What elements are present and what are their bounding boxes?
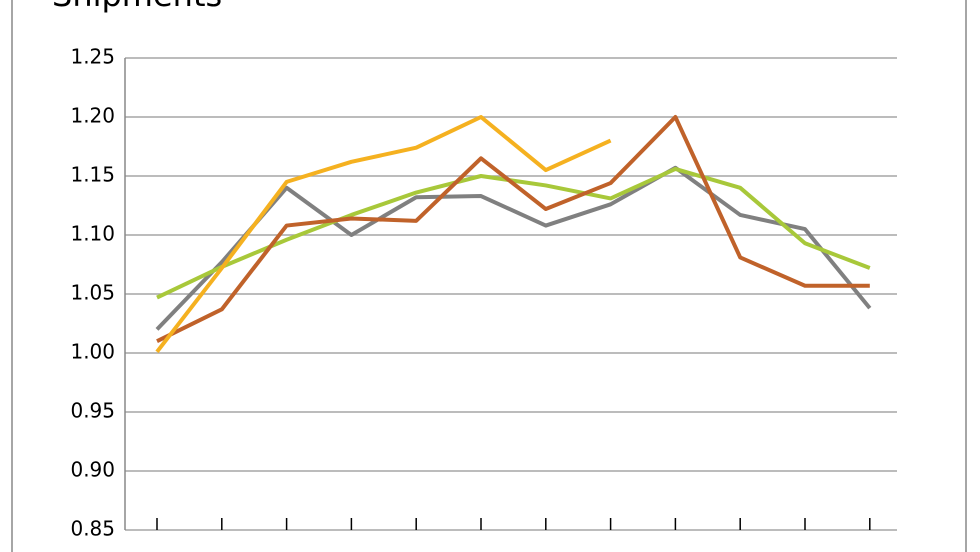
y-tick-label: 1.05	[70, 281, 115, 305]
y-tick-label: 1.00	[70, 340, 115, 364]
x-tick-label: A	[345, 551, 359, 552]
y-tick-label: 0.85	[70, 517, 115, 541]
y-tick-label: 1.15	[70, 163, 115, 187]
series-line	[156, 115, 870, 343]
x-tick-label: M	[408, 551, 425, 552]
x-tick-label: S	[669, 551, 682, 552]
series-line	[156, 166, 871, 300]
y-tick-label: 1.25	[70, 45, 115, 69]
y-tick-label: 0.95	[70, 399, 115, 423]
x-tick-label: A	[604, 551, 618, 552]
x-tick-label: J	[541, 551, 549, 552]
x-tick-label: J	[152, 551, 160, 552]
x-tick-label: M	[278, 551, 295, 552]
y-tick-label: 0.90	[70, 458, 115, 482]
y-tick-label: 1.10	[70, 222, 115, 246]
chart-title: Shipments	[52, 0, 222, 14]
series-line	[155, 165, 872, 331]
x-tick-label: N	[798, 551, 813, 552]
y-tick-label: 1.20	[70, 104, 115, 128]
x-tick-label: O	[732, 551, 748, 552]
series-line	[155, 115, 612, 354]
x-tick-label: J	[476, 551, 484, 552]
x-tick-label: F	[216, 551, 228, 552]
x-tick-label: D	[862, 551, 877, 552]
